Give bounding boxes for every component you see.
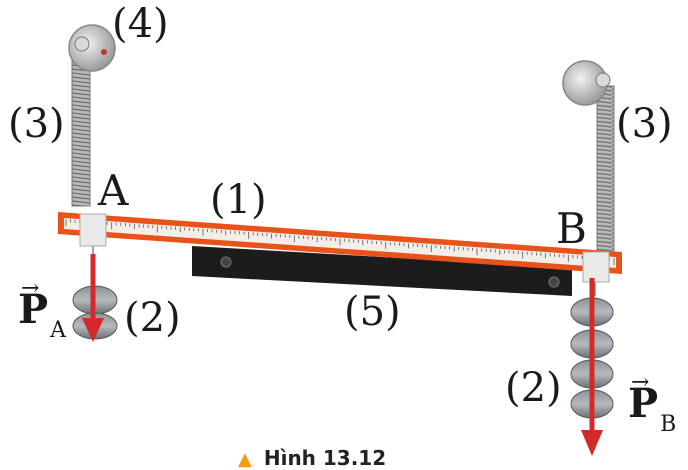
- label-spring-3-left: (3): [8, 101, 65, 147]
- apparatus-drawing: [58, 24, 622, 456]
- force-arrow-b: [581, 278, 603, 456]
- triangle-icon: ▲: [238, 449, 252, 470]
- label-plate-5: (5): [344, 289, 401, 335]
- figure-caption: ▲ Hình 13.12: [238, 446, 387, 470]
- label-pulley-4: (4): [112, 1, 169, 47]
- label-spring-3-right: (3): [616, 101, 673, 147]
- label-point-b: B: [556, 204, 587, 253]
- vector-arrow-icon: →: [631, 370, 650, 395]
- label-point-a: A: [98, 166, 129, 215]
- label-weights-2-left: (2): [124, 295, 181, 341]
- force-label-b: → PB: [628, 370, 677, 437]
- clamp-a: [79, 213, 107, 247]
- vector-arrow-icon: →: [21, 276, 40, 301]
- force-arrow-a: [82, 254, 104, 342]
- label-ruler-1: (1): [210, 177, 267, 223]
- black-plate: [192, 246, 572, 296]
- clamp-b: [582, 251, 610, 283]
- experiment-diagram: (4) (3) (3) A (1) B (2) (5) (2) → PA → PB …: [8, 1, 677, 470]
- left-spring-dynamometer: [68, 24, 116, 207]
- label-weights-2-right: (2): [505, 365, 562, 411]
- force-label-a: → PA: [18, 276, 66, 343]
